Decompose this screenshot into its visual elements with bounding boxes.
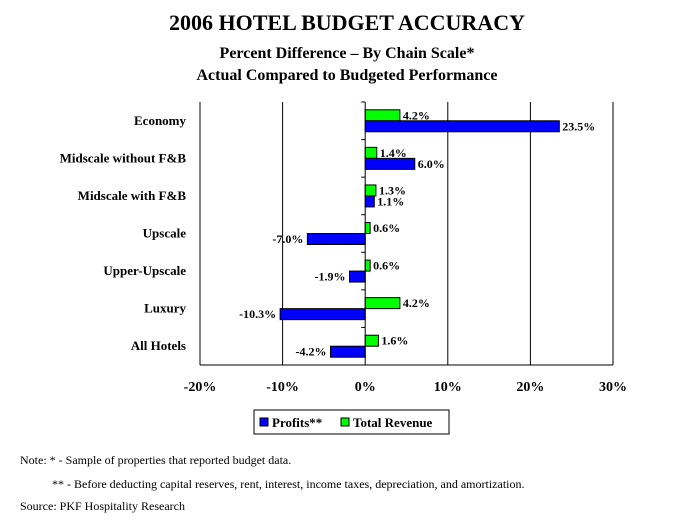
category-label: Economy xyxy=(134,113,187,128)
axes: -20% -10% 0% 10% 20% 30% Economy Midscale witho… xyxy=(60,101,627,395)
category-label: Midscale without F&B xyxy=(60,150,187,165)
x-tick-label: 10% xyxy=(434,380,462,395)
data-label-total-revenue: 1.3% xyxy=(379,183,406,197)
data-label-profits: 1.1% xyxy=(377,194,404,208)
footnote-profits: ** - Before deducting capital reserves, … xyxy=(52,477,525,491)
category-label: All Hotels xyxy=(131,338,186,353)
x-tick-label: 30% xyxy=(599,380,627,395)
bar-profits xyxy=(364,195,375,208)
chart-title: 2006 HOTEL BUDGET ACCURACY xyxy=(169,10,525,35)
bar-total-revenue xyxy=(364,297,401,310)
source-note: Source: PKF Hospitality Research xyxy=(20,499,185,513)
legend-swatch-profits xyxy=(259,417,269,427)
legend-box xyxy=(253,409,450,435)
data-label-total-revenue: 4.2% xyxy=(403,296,430,310)
bar-profits xyxy=(364,157,416,170)
legend-label-profits: Profits** xyxy=(272,415,322,430)
bar-profits xyxy=(364,120,560,133)
bar-total-revenue xyxy=(364,259,371,272)
data-label-total-revenue: 4.2% xyxy=(403,108,430,122)
data-label-total-revenue: 1.4% xyxy=(380,146,407,160)
x-tick-label: -10% xyxy=(266,380,299,395)
data-label-profits: -1.9% xyxy=(315,270,346,284)
grid-lines xyxy=(199,102,614,365)
data-label-total-revenue: 0.6% xyxy=(373,259,400,273)
legend-swatch-total-revenue xyxy=(340,417,350,427)
data-labels: 4.2% 23.5% 1.4% 6.0% 1.3%1.1% 0.6% -7.0% 0.6% -1… xyxy=(239,108,595,358)
bar-total-revenue xyxy=(364,222,371,234)
bar-total-revenue xyxy=(364,109,401,122)
chart-subtitle: Percent Difference – By Chain Scale* xyxy=(219,45,475,62)
category-label: Luxury xyxy=(144,301,186,316)
bar-total-revenue xyxy=(364,146,378,159)
x-tick-label: 20% xyxy=(516,380,544,395)
data-label-total-revenue: 1.6% xyxy=(381,334,408,348)
chart-subtitle-secondary: Actual Compared to Budgeted Performance xyxy=(196,67,498,84)
data-label-profits: -10.3% xyxy=(239,307,276,321)
legend-label-total-revenue: Total Revenue xyxy=(353,415,433,430)
data-label-profits: -7.0% xyxy=(272,232,303,246)
data-label-profits: 6.0% xyxy=(418,157,445,171)
bar-profits xyxy=(306,233,366,245)
data-label-profits: -4.2% xyxy=(296,345,327,359)
category-label: Midscale with F&B xyxy=(78,188,187,203)
bar-profits xyxy=(349,270,366,283)
bar-total-revenue xyxy=(364,334,379,347)
footnote-sample: Note: * - Sample of properties that repo… xyxy=(20,453,292,467)
bars xyxy=(279,109,560,358)
bar-total-revenue xyxy=(364,184,377,197)
category-label: Upscale xyxy=(143,226,187,241)
legend: Profits** Total Revenue xyxy=(253,409,450,435)
data-label-profits: 23.5% xyxy=(562,119,595,133)
bar-profits xyxy=(279,308,366,321)
x-tick-label: -20% xyxy=(184,380,217,395)
x-tick-label: 0% xyxy=(355,380,376,395)
bar-profits xyxy=(330,345,366,358)
data-label-total-revenue: 0.6% xyxy=(373,221,400,235)
category-label: Upper-Upscale xyxy=(103,263,186,278)
